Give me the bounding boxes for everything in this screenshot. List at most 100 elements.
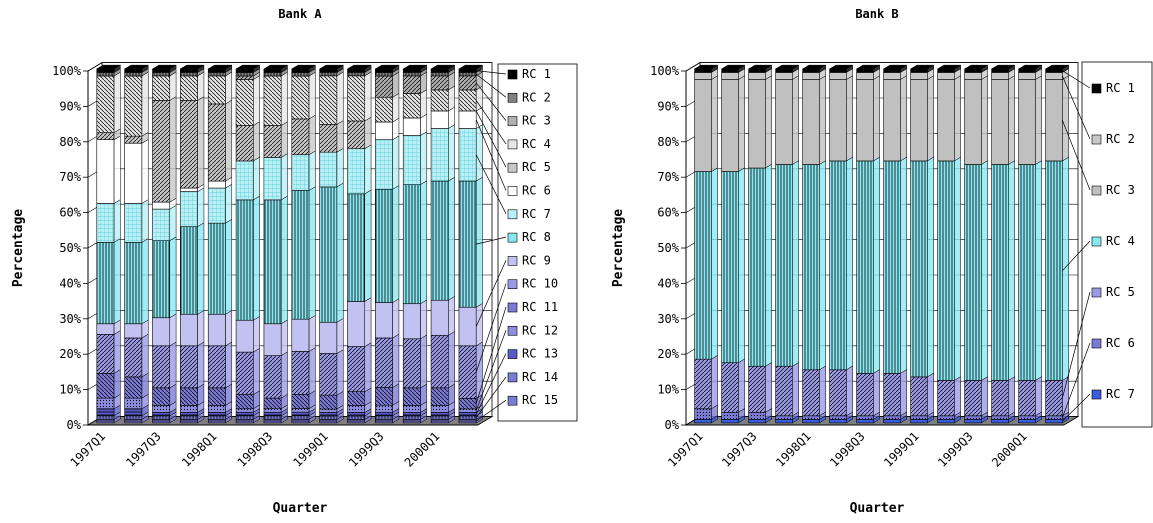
chart-0-legend-leader-line — [475, 283, 507, 373]
chart-1-bar-rc5-1997q3-side — [765, 362, 772, 413]
chart-1-x-tick-label: 1998Q1 — [773, 429, 814, 470]
chart-0-bar-rc8-2000q2-side — [475, 176, 483, 308]
chart-0-legend-swatch — [507, 256, 518, 266]
chart-0-bar-rc14-2000q2-pattern — [458, 415, 477, 420]
chart-0-bar-rc10-1997q2-side — [141, 333, 149, 378]
chart-0-bar-top-1997q3 — [151, 64, 177, 70]
chart-1-bar-top-1999q4 — [990, 64, 1016, 70]
chart-1-bar-rc4-2000q1-pattern — [1018, 164, 1036, 381]
chart-0-bar-rc12-2000q2-pattern — [458, 408, 477, 413]
chart-1-bar-rc6-1999q1-pattern — [910, 415, 928, 420]
chart-1-bar-rc3-1997q1 — [694, 79, 712, 172]
chart-0-bar-rc3-1999q4-pattern — [403, 75, 421, 94]
chart-0-bar-rc5-1998q1-pattern — [208, 103, 226, 182]
chart-1-bar-rc6-1999q3-pattern — [964, 415, 982, 420]
chart-1-bar-rc4-1998q2-pattern — [829, 160, 847, 370]
chart-0-bar-rc6-1999q3 — [375, 121, 393, 141]
chart-0-bar-rc11-1999q1-pattern — [319, 395, 337, 410]
chart-0-bar-rc15-1998q4-pattern — [291, 419, 310, 423]
chart-1-bar-rc1-1997q2 — [721, 68, 739, 73]
chart-1-bar-rc4-1999q1-pattern — [910, 160, 928, 377]
chart-0-bar-rc11-1998q3-pattern — [263, 398, 282, 409]
chart-0-bar-rc14-1998q1-pattern — [208, 415, 226, 420]
chart-1-bar-rc5-1998q3-side — [873, 369, 880, 417]
chart-0-bar-rc4-1999q3-side — [392, 92, 400, 123]
chart-0-bar-rc2-1999q2-pattern — [347, 72, 365, 76]
chart-0-bar-rc9-1998q4-side — [308, 314, 316, 352]
chart-0-legend-leader-line — [475, 82, 507, 121]
chart-0-legend-swatch — [507, 349, 518, 359]
chart-1-bar-rc3-1997q2-side — [738, 75, 745, 173]
chart-1-bar-rc2-2000q1 — [1018, 72, 1036, 80]
chart-0-bar-rc14-1997q1-pattern — [96, 415, 115, 420]
chart-0-bar-rc12-2000q1-pattern — [431, 405, 449, 413]
chart-1-bar-top-1999q2 — [936, 64, 962, 70]
chart-0-bar-rc12-1997q4-pattern — [180, 405, 198, 413]
chart-1-bar-rc2-1999q2 — [937, 72, 955, 80]
chart-0-bar-rc12-1999q2-pattern — [347, 405, 365, 413]
chart-1-bar-rc6-1998q4-pattern — [883, 415, 901, 420]
chart-0-bar-rc7-1997q2-pattern — [124, 203, 142, 243]
chart-0-bar-rc9-1999q1 — [319, 321, 338, 354]
chart-0-bar-rc2-1998q1-pattern — [208, 72, 226, 76]
chart-0-bar-rc7-1997q4-pattern — [180, 191, 198, 227]
chart-0-bar-rc9-1997q3-side — [169, 313, 177, 347]
chart-1-bar-rc1-1998q2 — [829, 68, 847, 73]
chart-0-bar-rc13-1998q4-pattern — [291, 412, 310, 416]
chart-1-bar-rc7-1998q1 — [802, 419, 820, 424]
chart-1-bar-rc6-1998q3-pattern — [856, 415, 874, 420]
chart-0-bar-rc9-1999q3-side — [392, 298, 400, 339]
chart-0-bar-rc15-1997q4-pattern — [180, 419, 198, 423]
chart-1-bar-rc5-1997q2-side — [738, 358, 745, 413]
chart-0-bar-rc7-1998q1-pattern — [208, 188, 226, 224]
chart-0-y-tick-label: 80% — [59, 135, 81, 149]
chart-0-bar-rc13-2000q1-pattern — [431, 412, 449, 416]
chart-0-bar-rc12-1998q2-pattern — [236, 408, 254, 413]
chart-0-bar-rc9-1999q4-side — [420, 299, 428, 340]
chart-0-bar-rc9-1998q1 — [207, 313, 226, 347]
chart-0-bar-rc10-1997q2-pattern — [124, 337, 142, 377]
chart-0-bar-rc5-1997q2-pattern — [124, 136, 142, 144]
chart-0-legend-label: RC 14 — [522, 370, 558, 384]
chart-0-bar-rc4-1997q1-side — [113, 71, 121, 134]
chart-1-bar-rc7-1998q4 — [883, 419, 901, 424]
chart-0-bar-rc12-1997q2-pattern — [124, 398, 142, 409]
chart-0-legend-label: RC 7 — [522, 207, 551, 221]
chart-1-bar-rc3-1997q3 — [748, 79, 766, 169]
chart-1-bar-rc5-1998q2-side — [846, 365, 853, 417]
chart-1-y-tick-label: 20% — [657, 347, 679, 361]
chart-0-bar-rc14-1998q3-pattern — [263, 415, 282, 420]
chart-0-x-axis-label: Quarter — [273, 501, 328, 516]
chart-0-bar-rc15-1999q4-pattern — [403, 419, 421, 423]
chart-1-legend-swatch — [1091, 185, 1102, 196]
chart-0-bar-rc10-1999q3-side — [392, 333, 400, 388]
chart-1-bar-rc5-1999q1-side — [927, 372, 934, 417]
chart-0-legend-label: RC 5 — [522, 160, 551, 174]
chart-0-bar-rc1-1998q1 — [207, 68, 226, 73]
chart-0-bar-rc13-1999q1-pattern — [319, 412, 337, 416]
chart-1-bar-rc3-2000q1 — [1018, 79, 1036, 165]
chart-0-bar-rc10-1999q3-pattern — [375, 337, 393, 388]
chart-1-bar-rc1-1999q4 — [991, 68, 1009, 73]
chart-1-bar-rc3-1997q3-side — [765, 75, 772, 169]
chart-0-legend-label: RC 3 — [522, 114, 551, 128]
chart-0-bar-rc7-1998q4-side — [308, 150, 316, 191]
chart-0-bar-rc5-1998q4-side — [308, 114, 316, 156]
chart-0-bar-rc7-1998q3-pattern — [263, 157, 282, 200]
chart-1-x-tick-label: 1999Q3 — [935, 429, 976, 470]
chart-0-bar-rc6-2000q2 — [458, 110, 477, 129]
chart-0-bar-rc9-1998q1-side — [225, 310, 233, 347]
chart-0-bar-rc7-2000q1-pattern — [431, 128, 449, 182]
chart-0-bar-rc2-1998q4-pattern — [291, 72, 310, 77]
chart-0-legend-label: RC 2 — [522, 90, 551, 104]
chart-0-bar-rc4-1998q3-side — [280, 71, 288, 126]
chart-1-bar-rc4-1999q1-side — [927, 156, 934, 378]
chart-0-bar-rc7-1997q3-side — [169, 204, 177, 242]
chart-0-legend-swatch — [507, 209, 518, 220]
chart-1-bar-rc5-1999q3-side — [981, 376, 988, 417]
chart-0-bar-rc10-1998q4-side — [308, 347, 316, 395]
chart-0-bar-rc10-1997q4-pattern — [180, 345, 198, 388]
chart-0-bar-rc10-1998q1-side — [225, 341, 233, 389]
chart-1-bar-rc7-1999q3 — [964, 419, 982, 424]
